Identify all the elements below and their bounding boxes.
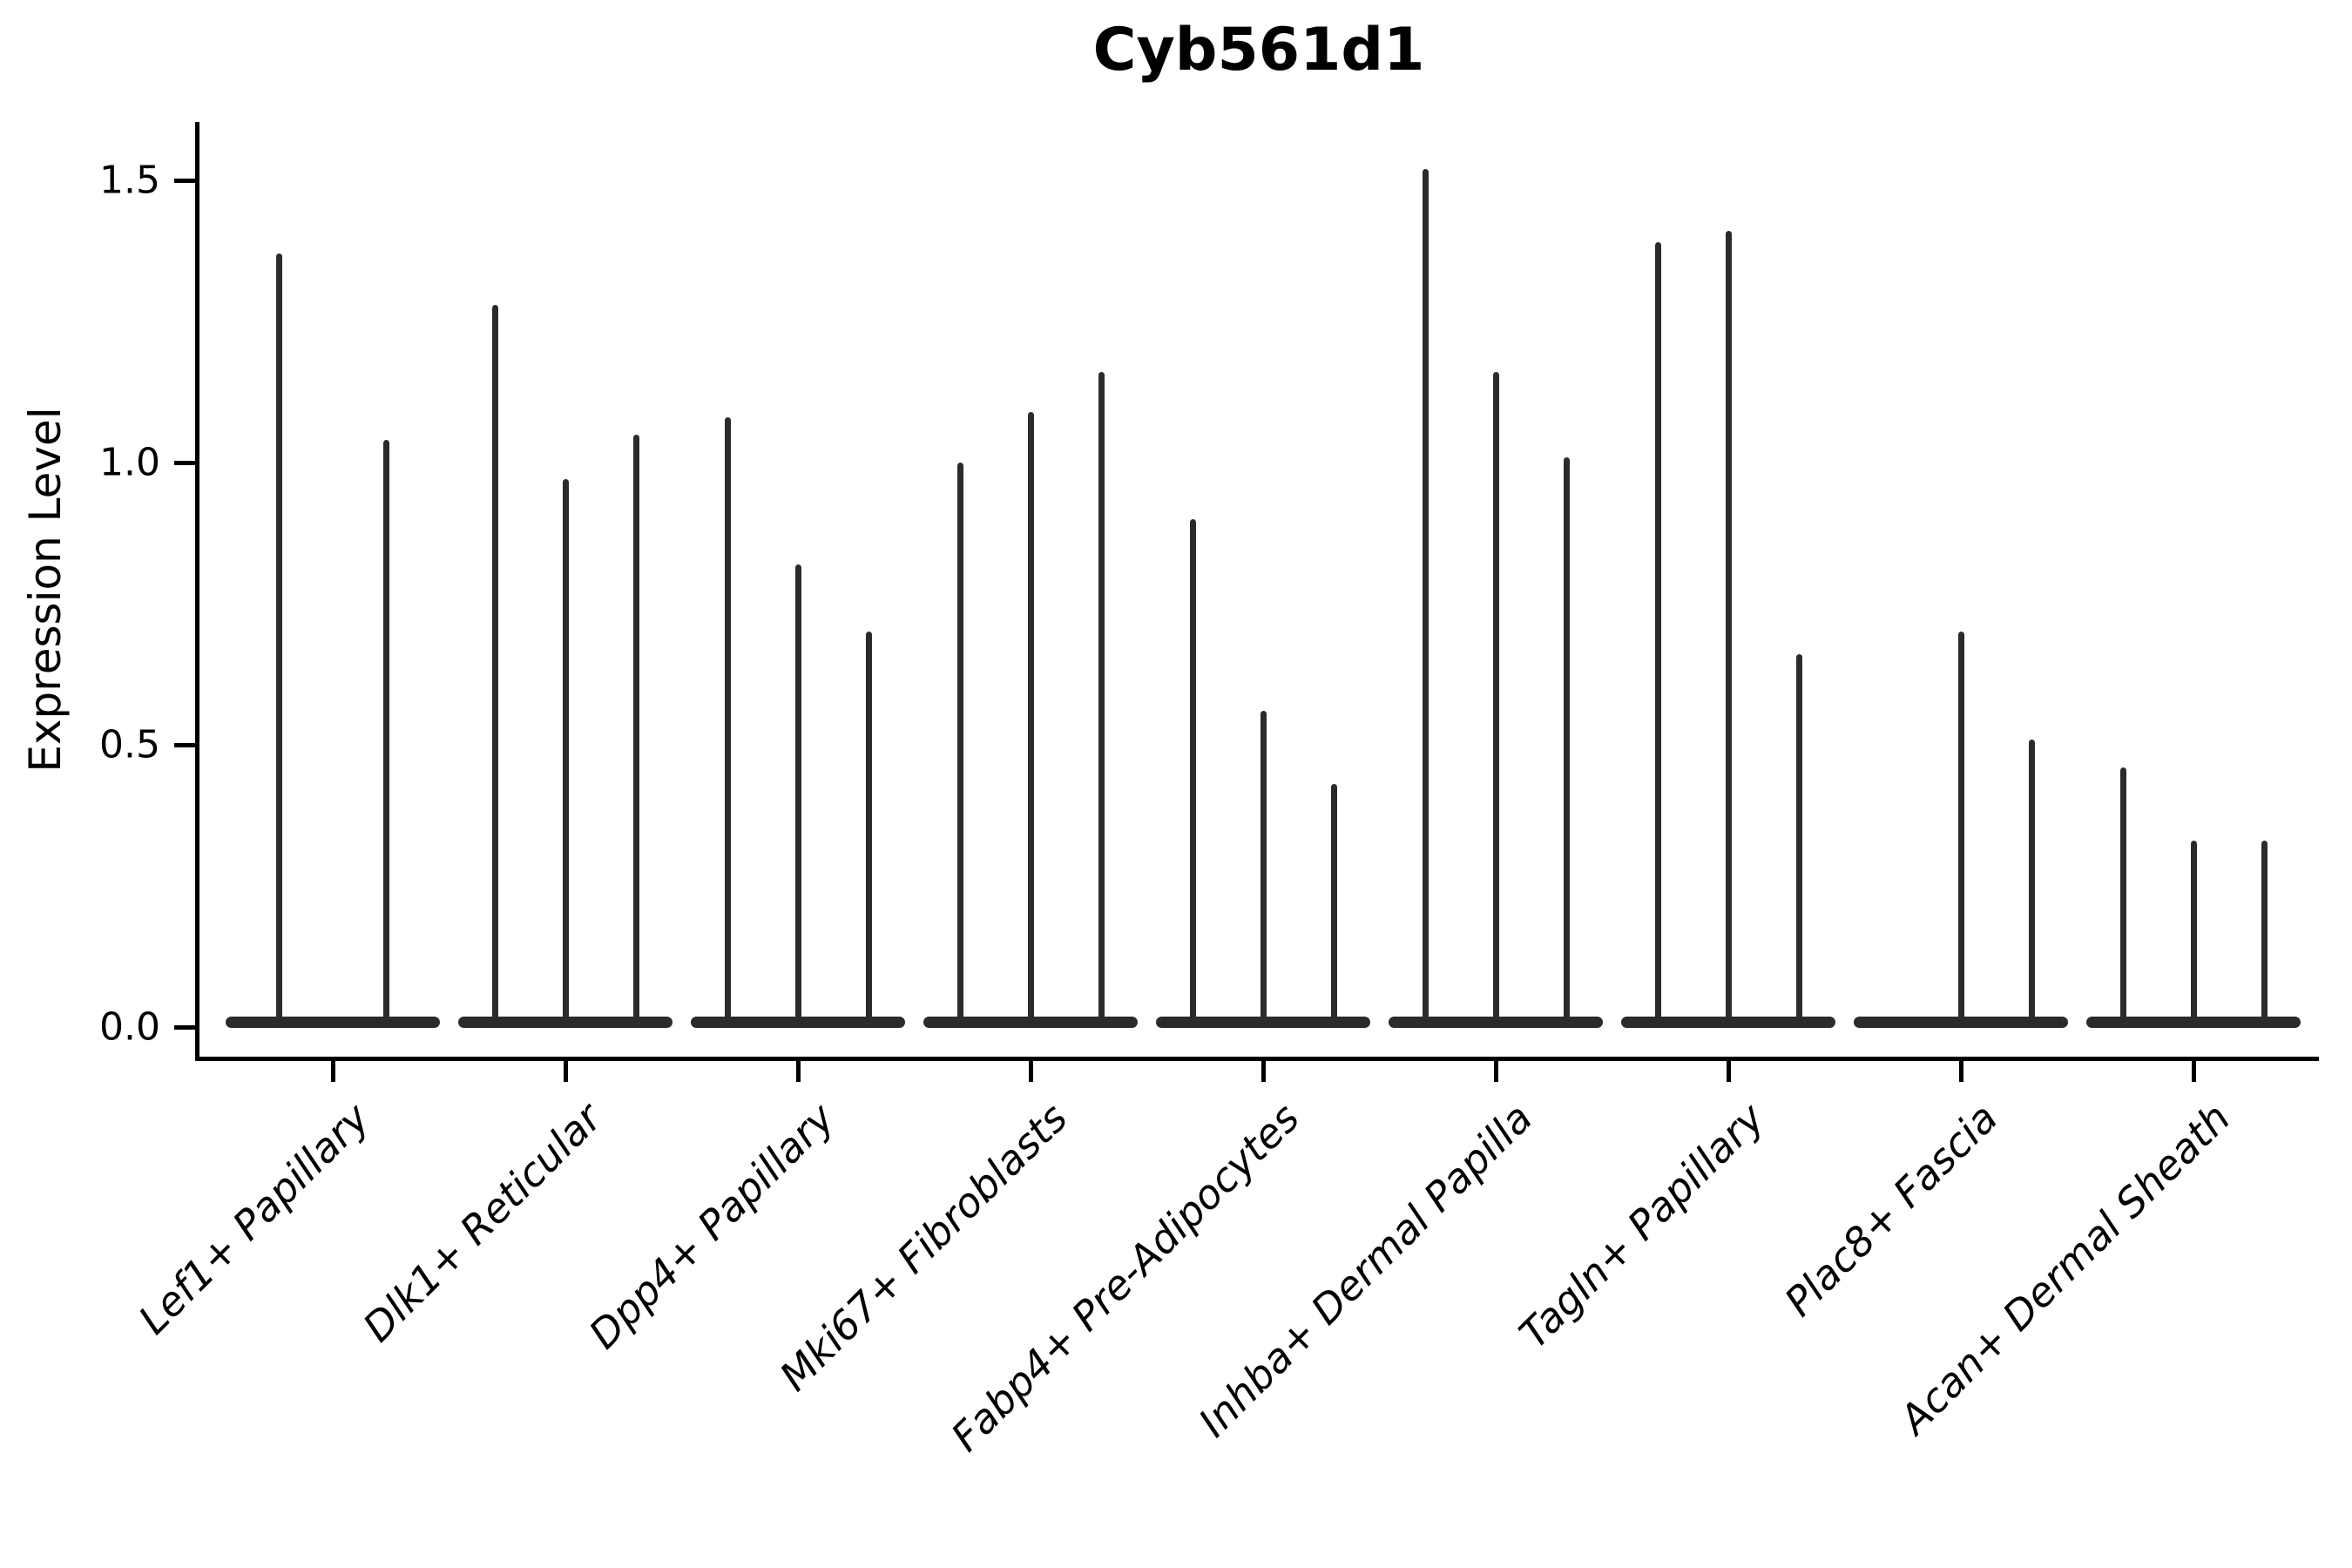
chart-title: Cyb561d1 — [1092, 16, 1425, 84]
x-tick-label: Plac8+ Fascia — [1774, 1094, 2007, 1326]
violin-base — [226, 1017, 440, 1028]
violin-spike — [2190, 841, 2197, 1024]
violin-spike — [1098, 372, 1105, 1024]
x-tick-mark — [331, 1061, 335, 1082]
x-tick-mark — [796, 1061, 801, 1082]
y-tick-mark — [174, 743, 195, 747]
violin-spike — [1957, 632, 1964, 1024]
x-tick-label: Lef1+ Papillary — [129, 1094, 379, 1343]
violin-spike — [1725, 231, 1732, 1024]
x-tick-label: Dpp4+ Papillary — [579, 1094, 844, 1358]
x-tick-mark — [1494, 1061, 1498, 1082]
violin-spike — [383, 440, 389, 1024]
violin-spike — [1422, 169, 1429, 1024]
violin-spike — [1795, 654, 1802, 1024]
x-tick-label: Tagln+ Papillary — [1510, 1094, 1774, 1358]
violin-spike — [2261, 841, 2268, 1024]
violin-spike — [2119, 767, 2126, 1024]
y-tick-label: 1.0 — [99, 440, 160, 485]
y-tick-mark — [174, 461, 195, 465]
x-tick-mark — [2192, 1061, 2196, 1082]
violin-spike — [865, 632, 872, 1024]
violin-spike — [1654, 242, 1661, 1024]
violin-spike — [724, 417, 731, 1024]
violin-spike — [562, 479, 569, 1024]
y-tick-mark — [174, 179, 195, 183]
x-tick-mark — [1029, 1061, 1033, 1082]
violin-spike — [1563, 456, 1570, 1024]
x-tick-mark — [1959, 1061, 1963, 1082]
y-tick-label: 0.0 — [99, 1004, 160, 1050]
violin-spike — [1492, 372, 1499, 1024]
violin-spike — [2028, 739, 2035, 1024]
violin-spike — [632, 434, 639, 1024]
y-tick-label: 1.5 — [99, 158, 160, 203]
x-tick-mark — [564, 1061, 568, 1082]
violin-spike — [956, 463, 963, 1024]
violin-spike — [794, 564, 801, 1024]
violin-spike — [1027, 411, 1034, 1024]
x-tick-label: Dlk1+ Reticular — [354, 1094, 612, 1351]
violin-spike — [276, 253, 282, 1024]
x-tick-mark — [1727, 1061, 1731, 1082]
violin-spike — [491, 304, 498, 1024]
violin-spike — [1330, 784, 1337, 1024]
y-tick-label: 0.5 — [99, 722, 160, 767]
violin-spike — [1189, 518, 1196, 1024]
x-axis-line — [195, 1057, 2319, 1061]
violin-spike — [1260, 711, 1267, 1024]
y-tick-mark — [174, 1025, 195, 1030]
x-tick-mark — [1261, 1061, 1266, 1082]
y-axis-line — [195, 122, 199, 1061]
